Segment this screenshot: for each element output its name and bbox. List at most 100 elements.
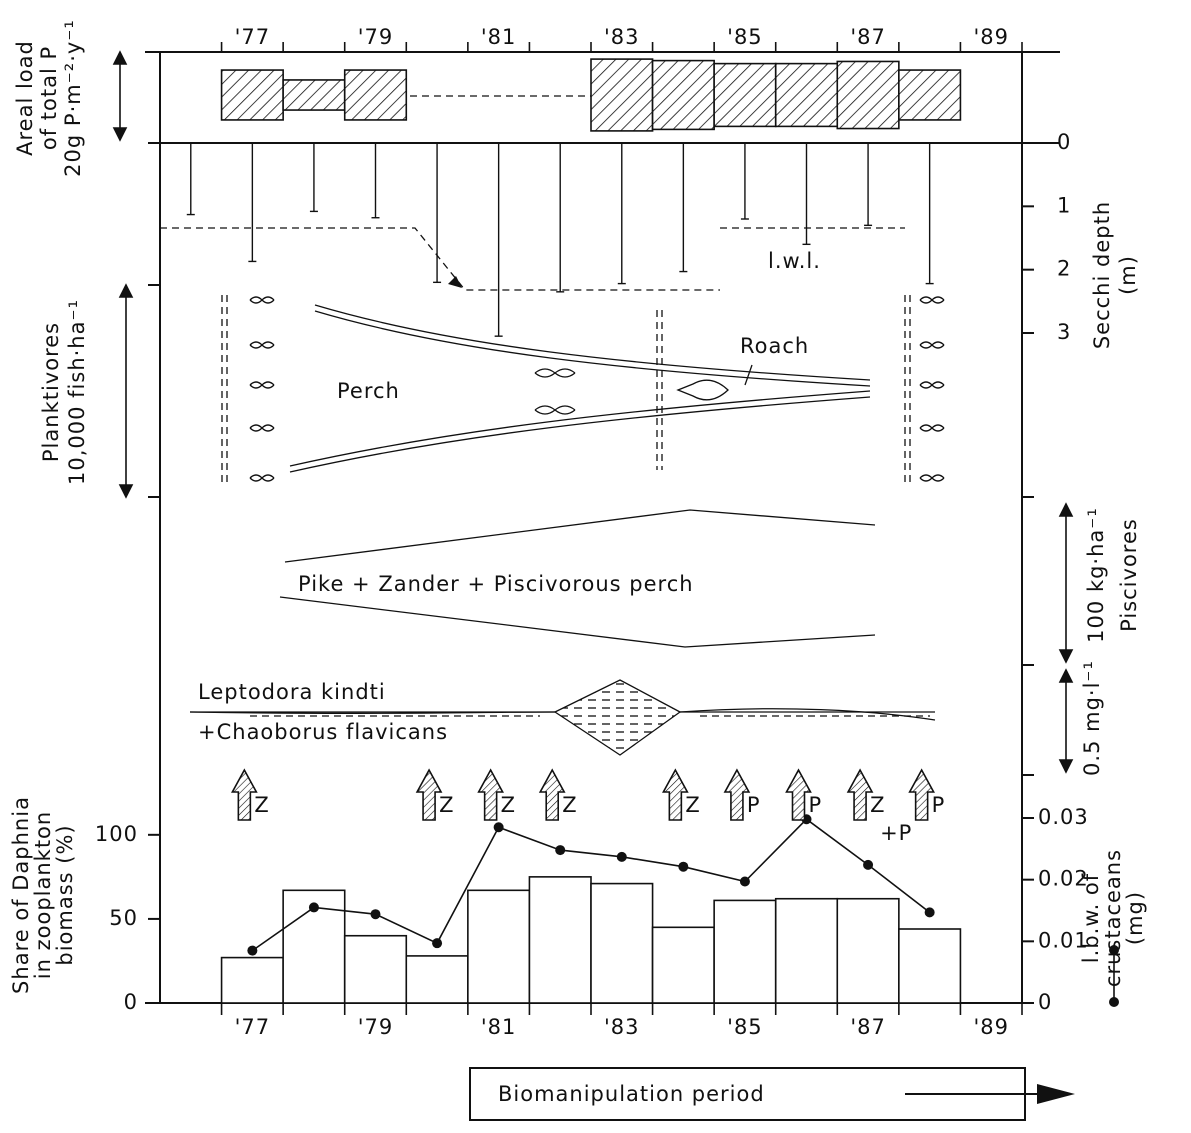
manipulation-label: P bbox=[809, 793, 823, 817]
daphnia-bar bbox=[776, 899, 838, 1003]
lbw-point bbox=[247, 946, 257, 956]
y-axis-label: Share of Daphnia bbox=[9, 796, 33, 994]
secchi-axis-label: (m) bbox=[1116, 255, 1140, 295]
invertebrate-scale: 0.5 mg·l⁻¹ bbox=[1080, 660, 1104, 776]
x-tick-label: '85 bbox=[727, 1015, 763, 1039]
manipulation-arrow bbox=[232, 770, 256, 820]
manipulation-label: Z bbox=[439, 793, 454, 817]
lbw-point bbox=[371, 909, 381, 919]
load-bar bbox=[899, 70, 961, 120]
manipulation-label: +P bbox=[880, 821, 912, 845]
x-tick-label: '83 bbox=[604, 1015, 640, 1039]
lbw-point bbox=[863, 860, 873, 870]
daphnia-bar bbox=[406, 956, 468, 1003]
planktivores-label: 10,000 fish·ha⁻¹ bbox=[65, 299, 89, 485]
manipulation-label: P bbox=[747, 793, 761, 817]
lbw-point bbox=[617, 852, 627, 862]
manipulation-label: Z bbox=[870, 793, 885, 817]
y2-tick-label: 0 bbox=[1038, 990, 1052, 1014]
figure: '77 '79 '81 '83 '85 '87 '89 Areal loadof total … bbox=[0, 0, 1191, 1129]
y2-axis-label: l.b.w. of bbox=[1079, 873, 1103, 963]
roach-label: Roach bbox=[740, 334, 809, 358]
load-bar bbox=[653, 61, 715, 130]
load-bar bbox=[345, 70, 407, 120]
x-tick-label: '79 bbox=[358, 1015, 394, 1039]
lbw-point bbox=[740, 877, 750, 887]
x-tick-label: '87 bbox=[850, 1015, 886, 1039]
secchi-tick-label: 1 bbox=[1057, 193, 1071, 217]
top-tick-label: '79 bbox=[358, 25, 394, 49]
secchi-tick-label: 2 bbox=[1057, 257, 1071, 281]
manipulation-label: Z bbox=[501, 793, 516, 817]
y2-legend-dot bbox=[1109, 997, 1119, 1007]
scale-arrows bbox=[114, 52, 1072, 772]
manipulation-label: P bbox=[932, 793, 946, 817]
y-axis-label: of total P bbox=[37, 46, 61, 150]
invertebrate-label: Leptodora kindti bbox=[198, 680, 386, 704]
load-bar bbox=[222, 70, 284, 120]
daphnia-bar bbox=[714, 900, 776, 1003]
daphnia-bar bbox=[529, 877, 591, 1003]
manipulation-label: Z bbox=[685, 793, 700, 817]
y-tick-label: 0 bbox=[124, 990, 138, 1014]
x-tick-label: '89 bbox=[973, 1015, 1009, 1039]
top-tick-label: '81 bbox=[481, 25, 517, 49]
load-bar bbox=[776, 64, 838, 127]
manipulation-arrow bbox=[540, 770, 564, 820]
y2-axis-label: (mg) bbox=[1123, 891, 1147, 945]
load-bar bbox=[837, 61, 899, 128]
x-tick-label: '81 bbox=[481, 1015, 517, 1039]
manipulation-arrow bbox=[417, 770, 441, 820]
invertebrate-label: +Chaoborus flavicans bbox=[198, 720, 448, 744]
frame bbox=[145, 52, 1060, 1003]
lbw-point bbox=[494, 822, 504, 832]
daphnia-bar bbox=[345, 936, 407, 1003]
lbw-point bbox=[555, 845, 565, 855]
secchi-tick-label: 3 bbox=[1057, 320, 1071, 344]
load-bar bbox=[283, 80, 345, 110]
x-tick-label: '77 bbox=[235, 1015, 271, 1039]
lbw-point bbox=[678, 862, 688, 872]
planktivores-label: Planktivores bbox=[39, 322, 63, 462]
lbw-point bbox=[432, 938, 442, 948]
piscivore-band-label: Pike + Zander + Piscivorous perch bbox=[298, 572, 694, 596]
y-axis-label: Areal load bbox=[13, 40, 37, 156]
manipulation-arrow bbox=[725, 770, 749, 820]
manipulation-label: Z bbox=[562, 793, 577, 817]
top-tick-label: '77 bbox=[235, 25, 271, 49]
lbw-point bbox=[309, 902, 319, 912]
piscivores-label: Piscivores bbox=[1117, 518, 1141, 632]
y-tick-label: 50 bbox=[109, 906, 138, 930]
manipulation-arrow bbox=[910, 770, 934, 820]
y2-axis-label: crustaceans bbox=[1101, 849, 1125, 987]
daphnia-bar bbox=[591, 884, 653, 1003]
manipulation-arrow bbox=[787, 770, 811, 820]
manipulation-arrow bbox=[663, 770, 687, 820]
lbw-point bbox=[925, 907, 935, 917]
y-axis-label: in zooplankton bbox=[31, 811, 55, 979]
daphnia-bar bbox=[468, 890, 530, 1003]
planktivore-bands bbox=[222, 295, 910, 485]
perch-label: Perch bbox=[337, 379, 400, 403]
y2-tick-label: 0.03 bbox=[1038, 805, 1089, 829]
top-tick-label: '83 bbox=[604, 25, 640, 49]
y2-legend-dot bbox=[1109, 945, 1119, 955]
piscivore-scale: 100 kg·ha⁻¹ bbox=[1084, 507, 1108, 643]
daphnia-bar bbox=[837, 899, 899, 1003]
daphnia-bar bbox=[222, 958, 284, 1003]
load-bar bbox=[714, 64, 776, 127]
top-tick-label: '85 bbox=[727, 25, 763, 49]
top-tick-label: '89 bbox=[973, 25, 1009, 49]
manipulation-label: Z bbox=[254, 793, 269, 817]
secchi-axis-label: Secchi depth bbox=[1090, 201, 1114, 349]
period-label: Biomanipulation period bbox=[498, 1082, 765, 1106]
y-axis-label: 20g P·m⁻²·y⁻¹ bbox=[61, 19, 85, 177]
daphnia-bar bbox=[653, 927, 715, 1003]
lwl-label: l.w.l. bbox=[768, 249, 821, 273]
daphnia-bar bbox=[899, 929, 961, 1003]
manipulation-arrow bbox=[479, 770, 503, 820]
load-bar bbox=[591, 59, 653, 131]
secchi-tick-label: 0 bbox=[1057, 130, 1071, 154]
y-axis-label: biomass (%) bbox=[53, 824, 77, 965]
manipulation-arrow bbox=[848, 770, 872, 820]
